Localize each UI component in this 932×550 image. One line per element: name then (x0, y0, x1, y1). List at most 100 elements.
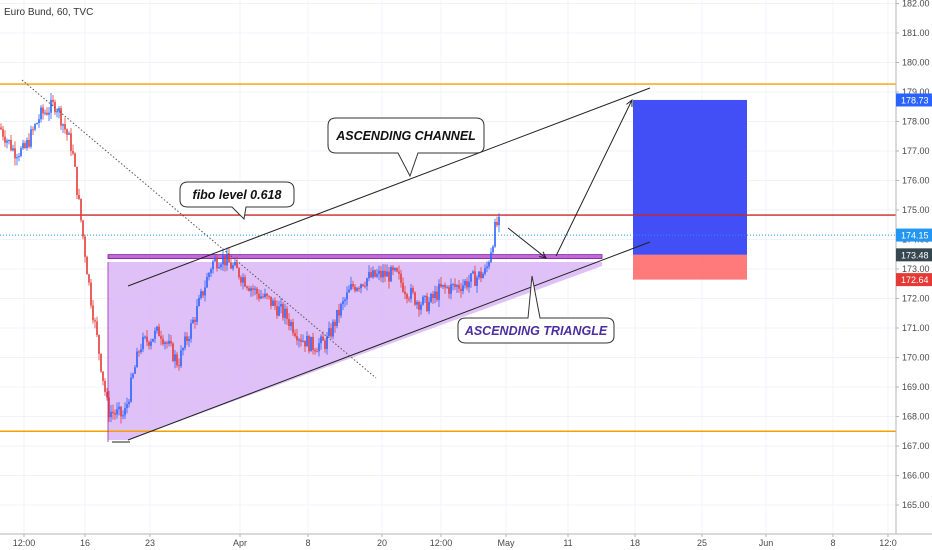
price-tick-label: 178.00 (902, 117, 930, 127)
candle (328, 321, 330, 338)
candle (234, 257, 236, 267)
candle (68, 131, 70, 135)
candle-body (12, 148, 14, 151)
candle-body (374, 270, 376, 277)
candle (160, 330, 162, 346)
price-tick-label: 166.00 (902, 471, 930, 481)
candle (356, 286, 358, 292)
candle (72, 144, 74, 156)
candle-body (108, 397, 110, 418)
candle-body (342, 301, 344, 305)
candle (88, 273, 90, 286)
candle (318, 337, 320, 357)
candle-body (280, 304, 282, 307)
candle (222, 248, 224, 271)
price-badge-label: 178.73 (901, 95, 929, 105)
candle (448, 285, 450, 299)
candle-body (232, 265, 234, 269)
candle-body (466, 280, 468, 288)
candle (142, 332, 144, 353)
callout-ascending-triangle[interactable]: ASCENDING TRIANGLE (457, 275, 615, 344)
candle (402, 277, 404, 293)
candle (378, 265, 380, 281)
candle-body (414, 292, 416, 305)
time-tick-label: May (497, 538, 515, 548)
arrow-head (539, 251, 547, 259)
candle-body (384, 270, 386, 277)
candle (464, 279, 466, 289)
candle-body (196, 305, 198, 322)
arrow-pullback (507, 227, 547, 259)
candle (324, 338, 326, 353)
candle (96, 316, 98, 337)
callout-fibo-level[interactable]: fibo level 0.618 (179, 181, 295, 221)
candle-body (240, 277, 242, 283)
candle-body (344, 299, 346, 302)
candle-body (22, 143, 24, 149)
candle (430, 292, 432, 304)
candle (382, 264, 384, 283)
candle-body (4, 136, 6, 143)
candle (20, 146, 22, 158)
candle (456, 283, 458, 293)
candle-body (182, 348, 184, 351)
candle (302, 334, 304, 343)
candle (192, 316, 194, 324)
candle-body (442, 284, 444, 287)
candle-body (338, 309, 340, 316)
candle (286, 305, 288, 325)
candle (18, 152, 20, 162)
candle-body (268, 295, 270, 297)
candle (12, 144, 14, 152)
candle-body (266, 293, 268, 296)
candle (460, 283, 462, 298)
candle (126, 397, 128, 414)
candle (220, 262, 222, 271)
candle-body (98, 334, 100, 354)
candle-body (192, 319, 194, 324)
candle (40, 105, 42, 123)
candle-body (444, 284, 446, 288)
candle-body (246, 286, 248, 289)
candle-body (304, 340, 306, 347)
candle-body (478, 271, 480, 278)
price-badge-bg (896, 93, 932, 107)
candle (442, 284, 444, 290)
candle (128, 398, 130, 408)
candle-body (222, 255, 224, 265)
candle (104, 378, 106, 396)
candle-body (6, 140, 8, 143)
candle-body (394, 268, 396, 271)
candle (336, 309, 338, 329)
candle (344, 297, 346, 308)
candle-body (412, 288, 414, 293)
candle (80, 198, 82, 223)
candle (472, 270, 474, 275)
candle-body (474, 271, 476, 286)
candle-body (418, 302, 420, 310)
candle (10, 135, 12, 152)
time-axis[interactable]: 12:00 16 23 Apr 8 20 12:00 May 11 18 25 Jun 8 12:0 (0, 533, 932, 548)
candle-body (160, 336, 162, 339)
price-badge: 173.48 (896, 248, 932, 262)
candle-body (276, 306, 278, 316)
candle (150, 338, 152, 350)
candle-body (116, 409, 118, 415)
candle (48, 107, 50, 122)
candle (6, 138, 8, 149)
candle-body (52, 99, 54, 102)
candle-body (286, 308, 288, 320)
candle (90, 279, 92, 309)
price-badge: 178.73 (896, 93, 932, 107)
price-axis[interactable]: 182.00 181.00 180.00 179.00 178.00 177.00 176.… (895, 0, 930, 534)
candle-body (104, 381, 106, 392)
candle-body (370, 272, 372, 278)
price-tick-label: 167.00 (902, 441, 930, 451)
candle (308, 334, 310, 354)
candle (486, 261, 488, 273)
candle-body (434, 291, 436, 299)
candle-body (360, 284, 362, 289)
callout-ascending-channel[interactable]: ASCENDING CHANNEL (327, 117, 485, 178)
candle-body (314, 349, 316, 352)
